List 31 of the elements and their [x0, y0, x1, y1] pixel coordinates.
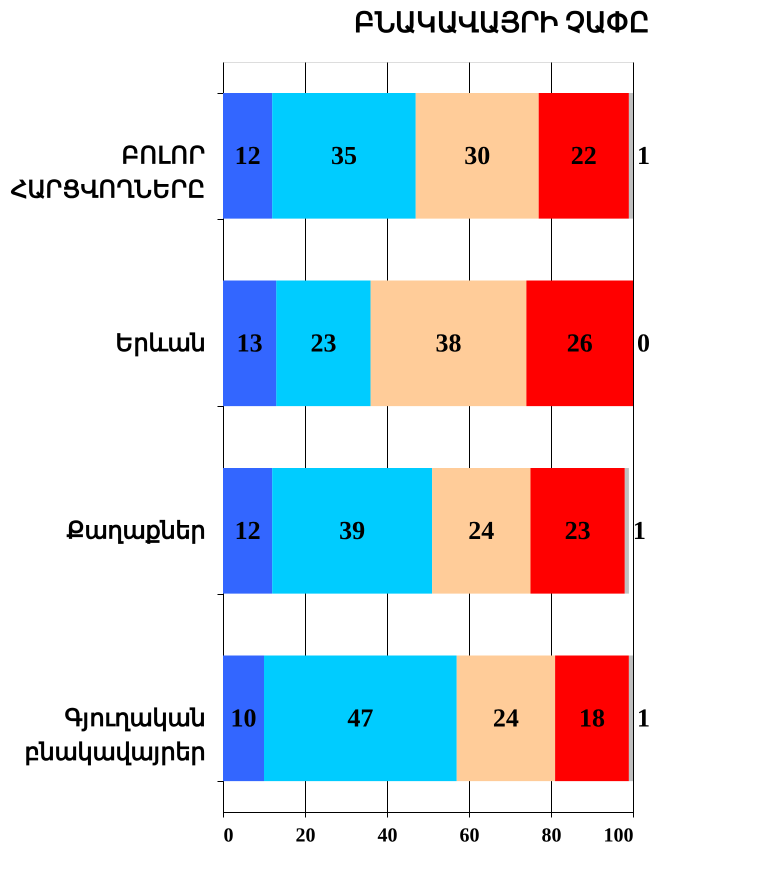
data-label: 47	[347, 703, 374, 732]
y-tick-label: Գյուղական բնակավայրեր	[24, 706, 206, 766]
x-tick-label: 40	[378, 824, 398, 846]
data-label: 13	[236, 328, 263, 358]
data-label: 26	[566, 328, 593, 358]
data-label: 23	[564, 516, 591, 545]
data-label: 12	[234, 140, 261, 170]
data-label: 38	[436, 328, 462, 358]
data-label: 12	[234, 516, 261, 545]
x-tick-label: 100	[604, 824, 634, 846]
data-label: 39	[339, 516, 366, 545]
data-label: 24	[492, 703, 519, 732]
x-tick-label: 60	[460, 824, 480, 846]
data-label: 0	[637, 328, 650, 358]
chart-title: ԲՆԱԿԱՎԱՅՐԻ ՉԱՓԸ	[354, 8, 650, 39]
data-label: 30	[464, 140, 490, 170]
x-tick-label: 20	[296, 824, 316, 846]
data-label: 24	[468, 516, 494, 545]
data-label: 1	[637, 140, 650, 170]
y-tick-label: ԲՈԼՈՐ ՀԱՐՑՎՈՂՆԵՐԸ	[10, 143, 206, 204]
data-label: 1	[637, 703, 650, 732]
data-label: 1	[632, 516, 646, 545]
x-tick-label: 80	[542, 824, 562, 846]
data-label: 23	[310, 328, 336, 358]
y-tick-label: Երևան	[116, 330, 206, 357]
data-label: 22	[570, 140, 597, 170]
x-tick-label: 0	[224, 824, 234, 846]
data-label: 10	[230, 703, 256, 732]
data-label: 18	[579, 703, 605, 732]
y-tick-label: Քաղաքներ	[66, 518, 206, 544]
data-label: 35	[330, 140, 357, 170]
